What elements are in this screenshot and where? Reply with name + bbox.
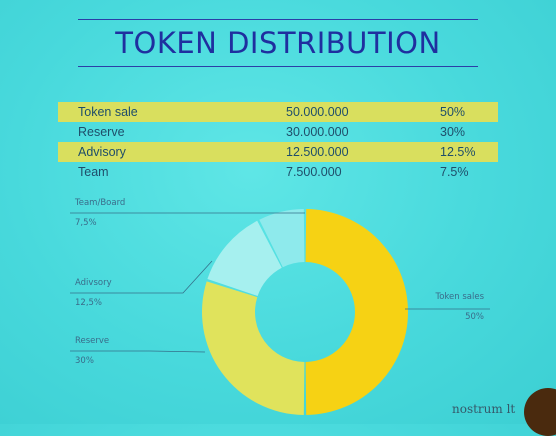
row-percent: 30% xyxy=(440,125,466,139)
table-row: Reserve 30.000.000 30% xyxy=(58,122,498,142)
title-block: TOKEN DISTRIBUTION xyxy=(78,19,478,67)
row-amount: 7.500.000 xyxy=(286,165,342,179)
row-name: Reserve xyxy=(78,125,125,139)
title-bottom-rule xyxy=(78,66,478,67)
row-name: Token sale xyxy=(78,105,138,119)
table-row: Token sale 50.000.000 50% xyxy=(58,102,498,122)
row-amount: 12.500.000 xyxy=(286,145,349,159)
leader-line xyxy=(70,260,213,294)
donut-slice-adivsory xyxy=(207,220,282,296)
donut-slice-team-board xyxy=(259,209,305,268)
slice-value-label: 30% xyxy=(75,356,94,366)
page-title: TOKEN DISTRIBUTION xyxy=(115,26,441,60)
slice-label: Token sales xyxy=(434,292,484,302)
slice-value-label: 50% xyxy=(465,312,484,322)
distribution-table: Token sale 50.000.000 50% Reserve 30.000… xyxy=(58,102,498,182)
table-row: Advisory 12.500.000 12.5% xyxy=(58,142,498,162)
slice-label: Team/Board xyxy=(74,198,125,208)
row-amount: 30.000.000 xyxy=(286,125,349,139)
row-percent: 12.5% xyxy=(440,145,476,159)
donut-slice-reserve xyxy=(202,281,305,415)
slice-value-label: 12,5% xyxy=(75,298,102,308)
title-top-rule xyxy=(78,19,478,20)
donut-chart: Token sales 50% Reserve 30% Adivsory 12,5% Tea… xyxy=(70,198,490,415)
row-name: Advisory xyxy=(78,145,126,159)
watermark: nostrum lt xyxy=(452,402,516,416)
row-percent: 7.5% xyxy=(440,165,469,179)
slice-label: Adivsory xyxy=(75,278,112,288)
row-amount: 50.000.000 xyxy=(286,105,349,119)
table-row: Team 7.500.000 7.5% xyxy=(58,162,498,182)
donut-slice-token-sales xyxy=(305,209,409,415)
row-name: Team xyxy=(78,165,109,179)
row-percent: 50% xyxy=(440,105,466,119)
slice-value-label: 7,5% xyxy=(75,218,97,228)
slice-label: Reserve xyxy=(75,336,109,346)
leader-line xyxy=(70,350,206,353)
